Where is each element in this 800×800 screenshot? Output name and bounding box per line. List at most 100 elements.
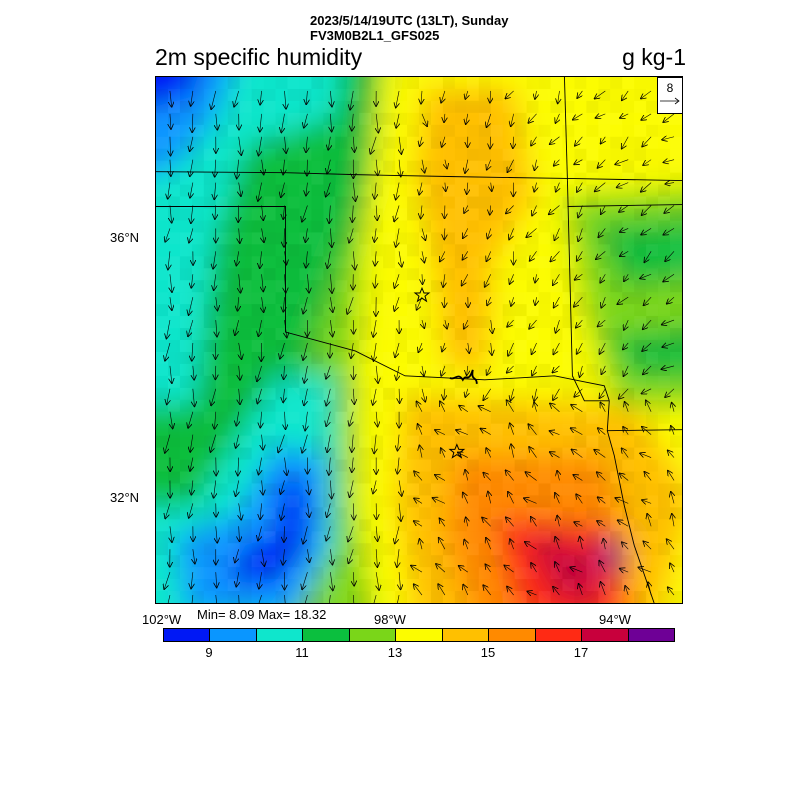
wind-vector bbox=[662, 137, 675, 140]
wind-vector bbox=[302, 205, 308, 222]
wind-vector bbox=[667, 539, 675, 550]
wind-vector bbox=[262, 274, 264, 291]
wind-vector bbox=[525, 472, 537, 481]
wind-vector bbox=[594, 450, 606, 458]
wind-vector bbox=[418, 424, 422, 435]
wind-vector bbox=[639, 567, 652, 573]
wind-vector bbox=[397, 457, 399, 474]
colorbar-swatch bbox=[442, 629, 490, 641]
wind-vector bbox=[578, 205, 583, 218]
wind-vector bbox=[665, 388, 675, 397]
wind-vector bbox=[352, 434, 353, 452]
wind-vector bbox=[257, 365, 262, 381]
wind-vector bbox=[422, 228, 425, 240]
wind-vector bbox=[349, 228, 354, 242]
humidity-map bbox=[155, 76, 683, 604]
wind-vector bbox=[506, 205, 514, 214]
wind-vector bbox=[600, 342, 606, 354]
colorbar-label: 13 bbox=[387, 645, 403, 660]
wind-vector bbox=[459, 566, 468, 573]
wind-vector bbox=[464, 540, 467, 550]
wind-vector bbox=[327, 503, 331, 517]
wind-vector bbox=[468, 342, 469, 353]
wind-vector bbox=[642, 388, 652, 394]
wind-vector bbox=[444, 228, 445, 239]
wind-vector bbox=[422, 159, 425, 173]
wind-vector bbox=[557, 471, 559, 481]
wind-vector bbox=[668, 471, 675, 481]
wind-vector bbox=[216, 572, 217, 587]
wind-vector bbox=[215, 159, 216, 177]
wind-vector bbox=[575, 274, 583, 279]
wind-vector bbox=[376, 411, 377, 427]
wind-vector bbox=[353, 251, 355, 269]
wind-vector bbox=[491, 320, 493, 333]
wind-vector bbox=[550, 403, 560, 412]
wind-vector bbox=[483, 585, 491, 596]
wind-vector bbox=[665, 183, 675, 184]
wind-vector bbox=[574, 160, 583, 165]
wind-vector bbox=[491, 182, 492, 191]
wind-vector bbox=[213, 251, 216, 268]
wind-vector bbox=[507, 587, 514, 596]
vector-reference-label: 8 bbox=[666, 81, 674, 95]
wind-vector bbox=[396, 365, 399, 380]
wind-vector bbox=[214, 274, 216, 290]
wind-vector bbox=[596, 114, 606, 118]
wind-vector bbox=[353, 388, 354, 404]
wind-vector bbox=[397, 594, 400, 603]
wind-vector bbox=[373, 480, 376, 493]
wind-vector bbox=[304, 113, 308, 128]
wind-vector bbox=[483, 388, 491, 400]
wind-vector bbox=[236, 251, 238, 265]
wind-vector bbox=[306, 90, 307, 104]
wind-vector bbox=[188, 411, 194, 428]
wind-vector bbox=[443, 274, 445, 287]
wind-vector bbox=[260, 113, 262, 132]
wind-vector bbox=[419, 539, 421, 550]
wind-vector bbox=[664, 160, 675, 163]
wind-vector bbox=[326, 388, 331, 406]
wind-vector bbox=[414, 471, 423, 481]
wind-vector bbox=[615, 498, 629, 504]
wind-vector bbox=[620, 251, 629, 256]
wind-vector bbox=[419, 182, 422, 195]
wind-vector bbox=[306, 251, 308, 267]
wind-vector bbox=[527, 591, 537, 595]
wind-vector bbox=[506, 517, 514, 527]
wind-vector bbox=[170, 113, 171, 129]
wind-vector bbox=[307, 274, 309, 292]
wind-vector bbox=[239, 136, 242, 155]
wind-vector bbox=[170, 297, 172, 310]
wind-vector bbox=[262, 297, 264, 312]
wind-vector bbox=[191, 594, 194, 603]
colorbar-swatch bbox=[349, 629, 397, 641]
colorbar-swatch bbox=[535, 629, 583, 641]
wind-vector bbox=[445, 320, 447, 328]
wind-vector bbox=[615, 159, 629, 165]
wind-vector bbox=[487, 365, 491, 375]
wind-vector bbox=[167, 594, 171, 603]
wind-vector bbox=[281, 182, 285, 198]
wind-vector bbox=[235, 549, 239, 562]
wind-vector bbox=[374, 434, 376, 454]
wind-vector bbox=[191, 274, 193, 287]
wind-vector bbox=[641, 228, 652, 234]
wind-vector bbox=[624, 319, 628, 330]
wind-vector bbox=[259, 136, 262, 156]
wind-vector bbox=[236, 434, 239, 448]
wind-vector bbox=[465, 470, 468, 481]
colorbar-swatch bbox=[303, 629, 350, 641]
wind-vector bbox=[482, 518, 491, 527]
wind-vector bbox=[467, 182, 468, 194]
wind-vector bbox=[486, 251, 490, 261]
wind-vector bbox=[463, 251, 469, 259]
wind-vector bbox=[466, 517, 468, 527]
wind-vector bbox=[555, 562, 559, 573]
wind-vector bbox=[462, 274, 469, 285]
wind-vector bbox=[661, 366, 675, 369]
colorbar-swatch bbox=[582, 629, 629, 641]
wind-vector bbox=[421, 205, 422, 219]
wind-vector bbox=[463, 585, 469, 596]
wind-vector bbox=[509, 228, 514, 239]
